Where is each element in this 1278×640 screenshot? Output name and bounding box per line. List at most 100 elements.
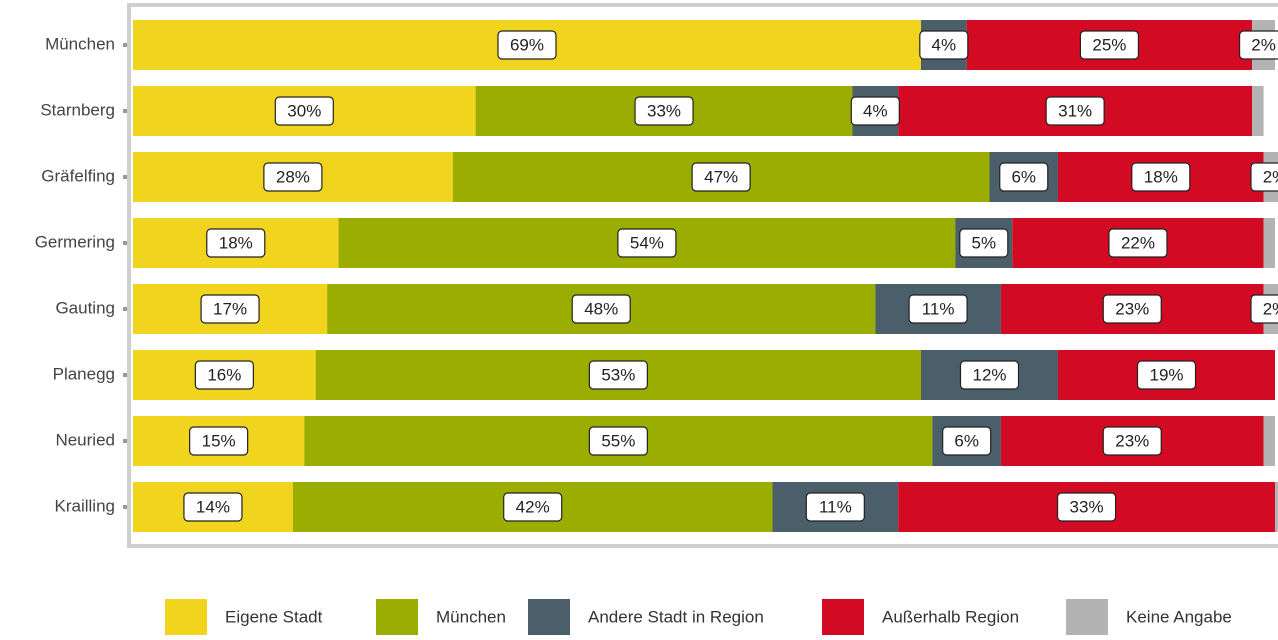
value-label: 16%: [207, 365, 241, 384]
value-label-box: [1045, 96, 1105, 126]
value-label: 2%: [1263, 167, 1278, 186]
value-label-box: [274, 96, 334, 126]
value-label-box: [588, 426, 648, 456]
value-label: 2%: [1263, 299, 1278, 318]
value-label-box: [1131, 162, 1191, 192]
value-label-box: [206, 228, 266, 258]
value-label: 18%: [1144, 167, 1178, 186]
value-label-box: [850, 96, 900, 126]
value-label: 23%: [1115, 299, 1149, 318]
value-label: 53%: [601, 365, 635, 384]
y-tick-label: Gauting: [55, 298, 115, 317]
value-label-box: [194, 360, 254, 390]
y-tick: [123, 241, 127, 245]
value-label: 30%: [287, 101, 321, 120]
value-label-box: [183, 492, 243, 522]
value-label-box: [691, 162, 751, 192]
value-label-box: [1250, 162, 1278, 192]
value-label: 17%: [213, 299, 247, 318]
legend-swatch: [1066, 599, 1108, 635]
value-label: 6%: [954, 431, 979, 450]
value-label: 18%: [219, 233, 253, 252]
legend-swatch: [822, 599, 864, 635]
value-label-box: [959, 228, 1009, 258]
legend-label: Außerhalb Region: [882, 607, 1019, 626]
value-label: 33%: [647, 101, 681, 120]
value-label: 6%: [1011, 167, 1036, 186]
value-label-box: [634, 96, 694, 126]
value-label-box: [503, 492, 563, 522]
value-label: 48%: [584, 299, 618, 318]
value-label: 11%: [819, 497, 852, 516]
value-label: 14%: [196, 497, 230, 516]
bar-segment: [1275, 482, 1278, 532]
value-label: 11%: [922, 299, 955, 318]
value-label: 25%: [1092, 35, 1126, 54]
value-label: 5%: [972, 233, 997, 252]
value-label: 33%: [1070, 497, 1104, 516]
bar-segment: [1263, 416, 1275, 466]
value-label-box: [1238, 30, 1278, 60]
y-tick: [123, 439, 127, 443]
y-tick: [123, 175, 127, 179]
y-tick: [123, 307, 127, 311]
bar-segment: [1252, 86, 1264, 136]
y-tick-label: Gräfelfing: [41, 166, 115, 185]
value-label: 55%: [601, 431, 635, 450]
value-label-box: [1056, 492, 1117, 522]
value-label: 2%: [1251, 35, 1276, 54]
value-label-box: [1136, 360, 1197, 390]
value-label-box: [571, 294, 631, 324]
y-tick-label: Krailling: [55, 496, 115, 515]
value-label-box: [1079, 30, 1140, 60]
y-tick-label: München: [45, 34, 115, 53]
value-label-box: [1102, 294, 1162, 324]
legend-swatch: [165, 599, 207, 635]
value-label: 22%: [1121, 233, 1155, 252]
value-label: 28%: [276, 167, 310, 186]
bar-segment: [1263, 218, 1275, 268]
value-label-box: [919, 30, 969, 60]
legend-swatch: [376, 599, 418, 635]
value-label-box: [1108, 228, 1168, 258]
y-tick-label: Neuried: [55, 430, 115, 449]
y-tick-label: Planegg: [53, 364, 115, 383]
value-label: 19%: [1149, 365, 1183, 384]
value-label-box: [189, 426, 249, 456]
y-tick: [123, 109, 127, 113]
value-label: 4%: [863, 101, 888, 120]
legend-swatch: [528, 599, 570, 635]
value-label-box: [942, 426, 992, 456]
value-label: 42%: [516, 497, 550, 516]
y-tick: [123, 373, 127, 377]
value-label-box: [805, 492, 865, 522]
value-label: 23%: [1115, 431, 1149, 450]
legend-label: Andere Stadt in Region: [588, 607, 764, 626]
legend-label: München: [436, 607, 506, 626]
y-tick: [123, 505, 127, 509]
value-label: 54%: [630, 233, 664, 252]
value-label-box: [999, 162, 1049, 192]
legend-label: Eigene Stadt: [225, 607, 323, 626]
value-label-box: [1250, 294, 1278, 324]
value-label: 31%: [1058, 101, 1092, 120]
value-label-box: [200, 294, 260, 324]
plot-frame: [127, 3, 1278, 548]
value-label-box: [497, 30, 557, 60]
value-label: 69%: [510, 35, 544, 54]
legend-label: Keine Angabe: [1126, 607, 1232, 626]
value-label-box: [908, 294, 968, 324]
value-label: 4%: [932, 35, 957, 54]
value-label-box: [588, 360, 648, 390]
value-label: 12%: [972, 365, 1006, 384]
y-tick-label: Starnberg: [40, 100, 115, 119]
value-label-box: [263, 162, 323, 192]
value-label: 47%: [704, 167, 738, 186]
value-label-box: [959, 360, 1020, 390]
y-tick-label: Germering: [35, 232, 115, 251]
value-label-box: [1102, 426, 1162, 456]
value-label: 15%: [202, 431, 236, 450]
y-tick: [123, 43, 127, 47]
value-label-box: [617, 228, 677, 258]
